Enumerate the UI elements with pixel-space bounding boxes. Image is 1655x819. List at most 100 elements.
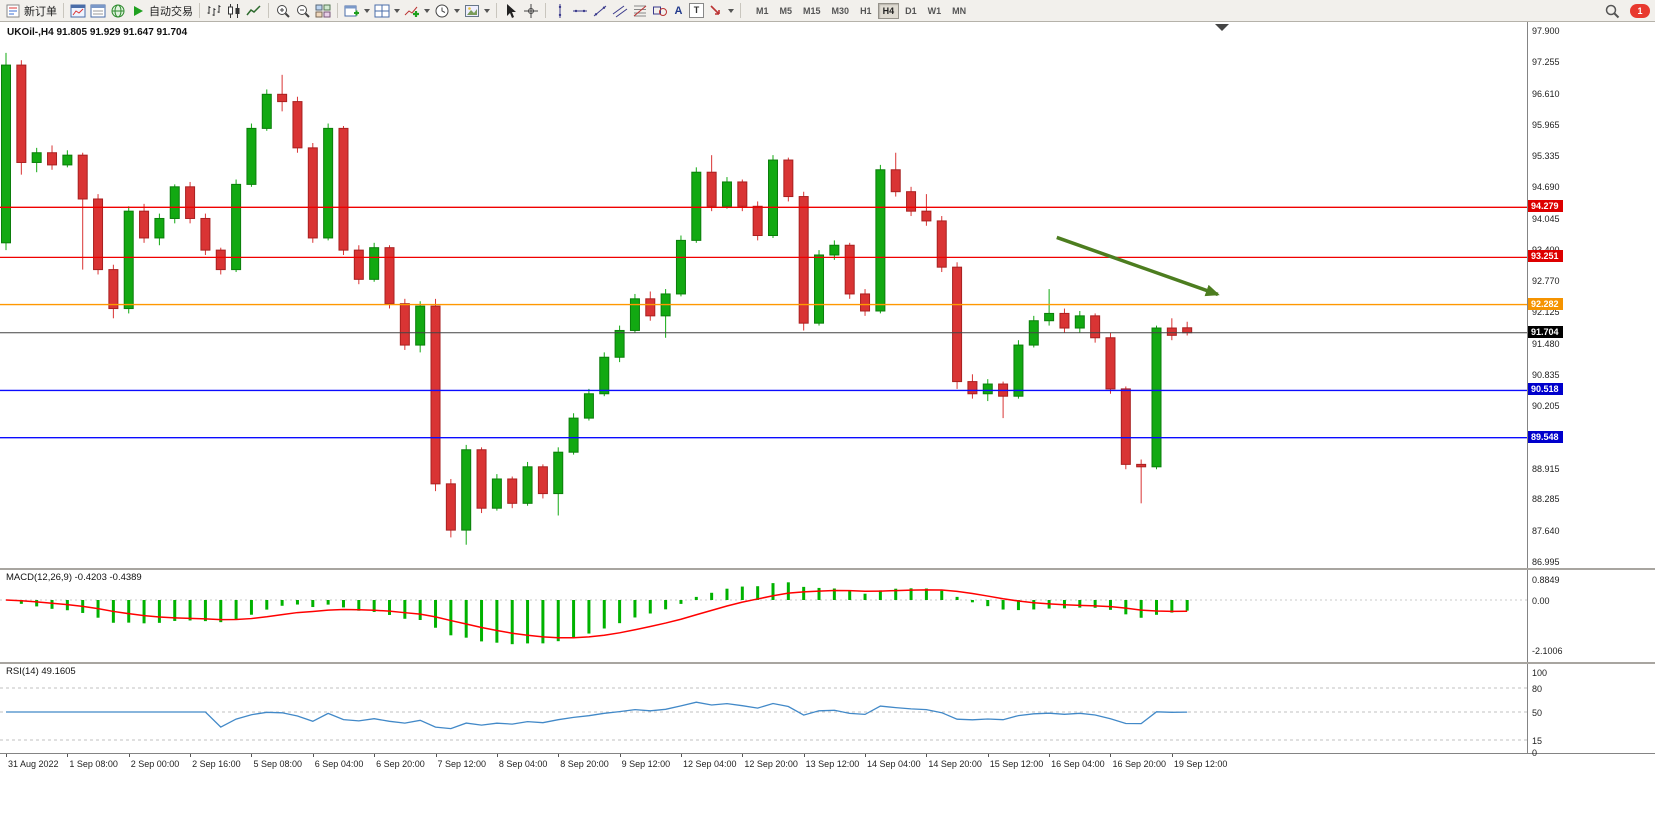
macd-canvas[interactable] <box>0 570 1527 662</box>
time-axis-tick <box>742 754 744 757</box>
candle <box>952 266 963 383</box>
candle <box>752 205 763 237</box>
data-window-button[interactable] <box>88 2 108 20</box>
price-axis-label: 94.690 <box>1532 182 1560 193</box>
label-tool-button[interactable]: T <box>687 2 706 20</box>
macd-values: -0.4203 -0.4389 <box>74 572 142 583</box>
market-watch-button[interactable] <box>68 2 88 20</box>
toolbar-separator <box>545 3 546 18</box>
candle <box>860 293 871 312</box>
line-chart-type-button[interactable] <box>244 2 264 20</box>
toolbar-separator <box>268 3 269 18</box>
time-axis-tick <box>67 754 69 757</box>
time-axis-tick <box>251 754 253 757</box>
time-axis-label: 12 Sep 04:00 <box>682 759 737 769</box>
time-axis-tick <box>6 754 7 757</box>
candle <box>384 247 395 305</box>
indicators-button[interactable] <box>402 2 432 20</box>
time-axis-label: 7 Sep 12:00 <box>437 759 487 769</box>
time-axis-label: 6 Sep 20:00 <box>376 759 425 769</box>
time-axis-tick <box>926 754 928 757</box>
price-axis-label: 92.770 <box>1532 275 1560 286</box>
price-axis[interactable]: 97.900 97.255 96.610 95.965 95.335 94.690 94.0… <box>1527 22 1655 758</box>
time-axis-tick <box>1171 754 1173 757</box>
rsi-axis-label: 50 <box>1532 708 1543 718</box>
timeframe-mn-button[interactable]: MN <box>947 3 971 19</box>
candle <box>721 181 732 207</box>
candlestick-series <box>1 52 1193 545</box>
zoom-in-button[interactable] <box>273 2 293 20</box>
time-axis-label: 1 Sep 08:00 <box>69 759 118 769</box>
text-tool-icon: A <box>674 4 683 17</box>
candle <box>829 244 840 256</box>
trend-arrow-annotation[interactable] <box>1056 235 1220 297</box>
fibonacci-tool-button[interactable] <box>630 2 650 20</box>
caret-down-icon <box>424 8 430 13</box>
time-axis-tick <box>374 754 376 757</box>
timeframe-m5-button[interactable]: M5 <box>775 3 798 19</box>
timeframe-h4-button[interactable]: H4 <box>877 2 900 19</box>
timeframe-m1-button[interactable]: M1 <box>751 3 774 19</box>
candle <box>323 127 334 239</box>
candle <box>415 305 426 346</box>
macd-axis-label: 0.8849 <box>1532 574 1560 585</box>
toolbar-right-area: 1 <box>1602 2 1655 20</box>
rsi-value: 49.1605 <box>41 666 76 677</box>
time-axis-tick <box>128 754 130 757</box>
fibo-icon <box>632 3 648 19</box>
crosshair-tool-button[interactable] <box>521 2 541 20</box>
new-order-button[interactable]: 新订单 <box>3 2 59 20</box>
auto-trading-button[interactable]: 自动交易 <box>128 2 195 20</box>
price-axis-label: 90.205 <box>1532 400 1560 411</box>
candle <box>246 127 257 185</box>
new-chart-button[interactable] <box>342 2 372 20</box>
trendline-tool-button[interactable] <box>590 2 610 20</box>
time-axis-label: 14 Sep 20:00 <box>928 759 982 769</box>
horizontal-line-tool-button[interactable] <box>570 2 590 20</box>
channel-tool-button[interactable] <box>610 2 630 20</box>
periods-button[interactable] <box>432 2 462 20</box>
cursor-tool-button[interactable] <box>501 2 521 20</box>
panel-splitter[interactable] <box>0 568 1655 570</box>
candle <box>921 210 932 222</box>
tile-windows-button[interactable] <box>313 2 333 20</box>
timeframe-d1-button[interactable]: D1 <box>900 3 922 19</box>
search-button[interactable] <box>1602 2 1622 20</box>
time-axis-tick <box>312 754 314 757</box>
line-icon <box>246 3 262 19</box>
candle <box>154 217 165 239</box>
new-order-label: 新订单 <box>24 5 57 18</box>
candle <box>1120 388 1131 465</box>
window-chart-icon <box>70 3 86 19</box>
price-axis-label: 95.335 <box>1532 150 1560 161</box>
candle <box>875 169 886 312</box>
zoom-in-icon <box>275 3 291 19</box>
rsi-canvas[interactable] <box>0 664 1527 753</box>
candle <box>967 381 978 395</box>
text-tool-button[interactable]: A <box>670 2 687 20</box>
candle <box>844 244 855 295</box>
vertical-line-tool-button[interactable] <box>550 2 570 20</box>
arrow-objects-tool-button[interactable] <box>706 2 736 20</box>
profiles-button[interactable] <box>372 2 402 20</box>
timeframe-h1-button[interactable]: H1 <box>855 3 877 19</box>
chart-shift-marker[interactable] <box>1215 24 1229 31</box>
timeframe-m15-button[interactable]: M15 <box>798 3 826 19</box>
bars-chart-type-button[interactable] <box>204 2 224 20</box>
time-axis[interactable]: 31 Aug 2022 1 Sep 08:00 2 Sep 00:00 2 Sep 1… <box>0 753 1655 819</box>
price-axis-label: 95.965 <box>1532 120 1560 131</box>
zoom-out-button[interactable] <box>293 2 313 20</box>
candle <box>936 220 947 268</box>
shapes-tool-button[interactable] <box>650 2 670 20</box>
community-button[interactable] <box>108 2 128 20</box>
price-chart-canvas[interactable] <box>0 22 1527 568</box>
timeframe-m30-button[interactable]: M30 <box>827 3 855 19</box>
candle <box>445 483 456 531</box>
candle <box>583 393 594 419</box>
templates-button[interactable] <box>462 2 492 20</box>
notifications-badge[interactable]: 1 <box>1630 3 1650 18</box>
timeframe-w1-button[interactable]: W1 <box>923 3 947 19</box>
panel-splitter[interactable] <box>0 662 1655 664</box>
candles-chart-type-button[interactable] <box>224 2 244 20</box>
candle <box>169 186 180 219</box>
